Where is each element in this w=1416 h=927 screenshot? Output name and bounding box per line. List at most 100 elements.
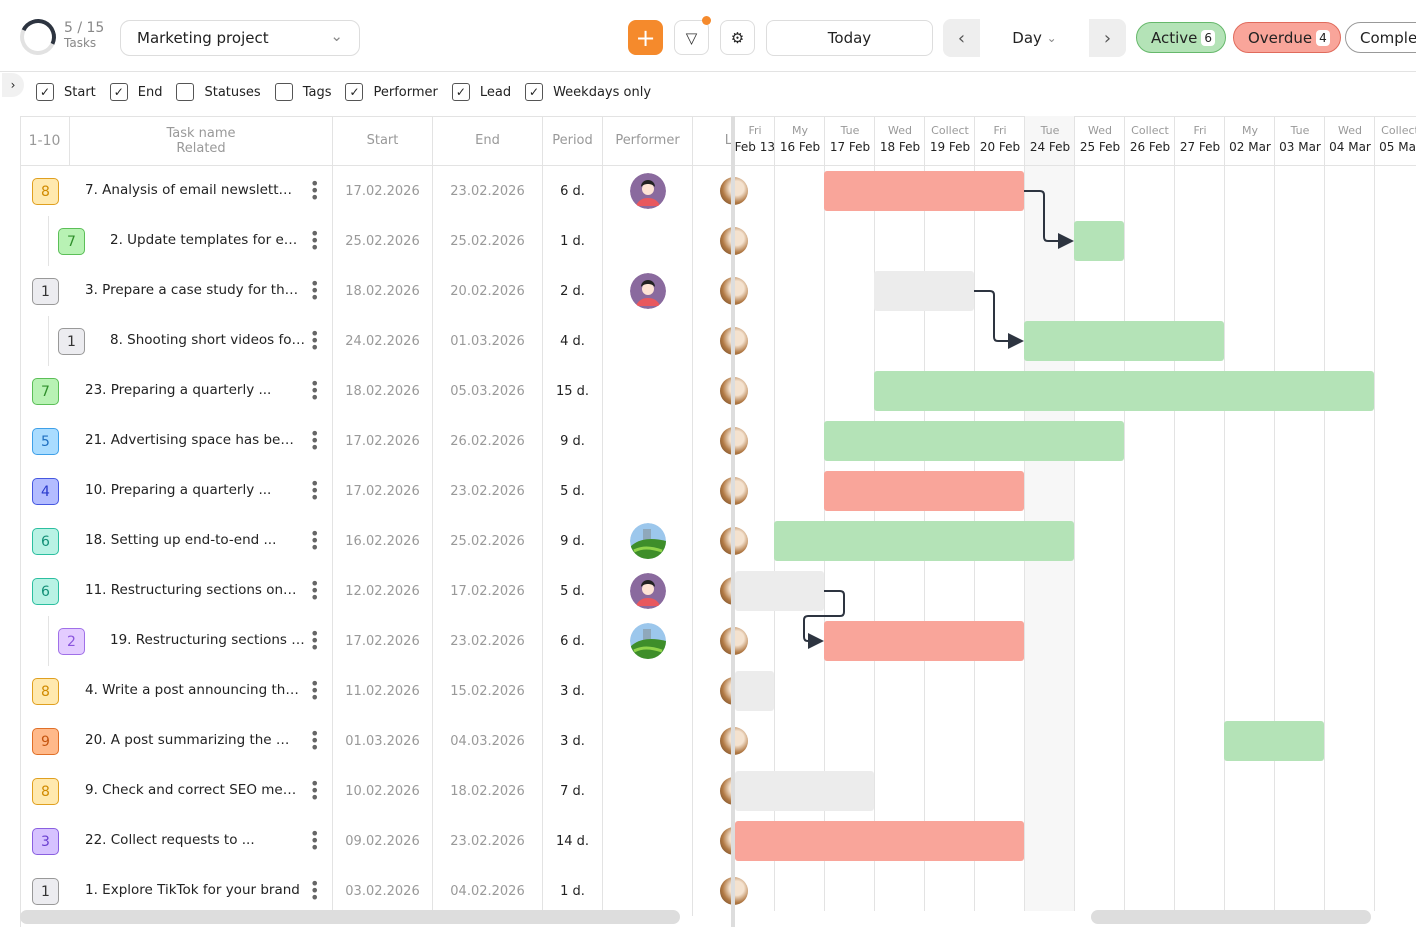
project-name: Marketing project: [137, 29, 269, 47]
gantt-bar-active[interactable]: [874, 371, 1374, 411]
project-select[interactable]: Marketing project ⌄: [120, 20, 360, 56]
filter-button[interactable]: ▽: [674, 20, 709, 55]
next-button[interactable]: ›: [1089, 19, 1126, 57]
start-date: 17.02.2026: [333, 166, 433, 216]
checkbox[interactable]: ✓: [109, 83, 128, 101]
table-row[interactable]: 4 10. Preparing a quarterly ... • • • 17.02.2…: [20, 466, 748, 516]
gantt-day-header: Collect 26 Feb: [1125, 116, 1175, 166]
gantt-bar-active[interactable]: [824, 421, 1124, 461]
gantt-bar-active[interactable]: [1074, 221, 1124, 261]
option-statuses[interactable]: Statuses: [176, 83, 261, 101]
avatar[interactable]: [629, 623, 666, 659]
option-start[interactable]: ✓ Start: [36, 83, 96, 101]
table-row[interactable]: 1 3. Prepare a case study for the ... • • • 1…: [20, 266, 748, 316]
checkbox[interactable]: [274, 83, 293, 101]
option-lead[interactable]: ✓ Lead: [451, 83, 511, 101]
gantt-bar-overdue[interactable]: [824, 171, 1024, 211]
completed-filter-pill[interactable]: Comple: [1345, 22, 1416, 53]
more-menu-icon[interactable]: • • •: [310, 374, 320, 407]
add-task-button[interactable]: +: [628, 20, 663, 55]
active-filter-pill[interactable]: Active 6: [1136, 22, 1227, 53]
more-menu-icon[interactable]: • • •: [310, 174, 320, 207]
start-date: 16.02.2026: [333, 516, 433, 566]
more-menu-icon[interactable]: • • •: [310, 624, 320, 657]
gantt-day-header: Tue 03 Mar: [1275, 116, 1325, 166]
more-menu-icon[interactable]: • • •: [310, 824, 320, 857]
day-of-week: Wed: [1088, 124, 1112, 137]
task-cell: 8 4. Write a post announcing the ... • • •: [20, 666, 333, 716]
option-performer[interactable]: ✓ Performer: [345, 83, 438, 101]
day-of-week: Tue: [1040, 124, 1060, 137]
more-menu-icon[interactable]: • • •: [310, 774, 320, 807]
view-select[interactable]: Day ⌄: [980, 19, 1089, 57]
view-label: Day: [1012, 29, 1042, 47]
checkbox[interactable]: [176, 83, 195, 101]
day-of-week: Tue: [1290, 124, 1310, 137]
gantt-bar-active[interactable]: [1224, 721, 1324, 761]
table-row[interactable]: 1 1. Explore TikTok for your brand • • • 03.0…: [20, 866, 748, 916]
gantt-bar-none[interactable]: [735, 671, 774, 711]
gantt-day-header: Fri 27 Feb: [1175, 116, 1225, 166]
split-handle[interactable]: [731, 116, 735, 927]
checkbox[interactable]: ✓: [345, 83, 364, 101]
start-header[interactable]: Start: [333, 116, 433, 166]
option-end[interactable]: ✓ End: [109, 83, 163, 101]
gantt-bar-none[interactable]: [735, 771, 874, 811]
table-row[interactable]: 611. Restructuring sections on the ...••…: [20, 566, 748, 616]
sidebar-expand-button[interactable]: ›: [2, 73, 24, 97]
column-options: ✓ Start ✓ End Statuses Tags ✓ Performer ✓ Lead ✓ We…: [36, 83, 651, 101]
gantt-scrollbar[interactable]: [1091, 910, 1371, 924]
more-menu-icon[interactable]: • • •: [310, 274, 320, 307]
day-date: 19 Feb: [929, 140, 971, 154]
table-row[interactable]: 7 2. Update templates for ema... • • • 25.02.…: [20, 216, 748, 266]
avatar[interactable]: [629, 273, 666, 309]
more-menu-icon[interactable]: • • •: [310, 874, 320, 907]
settings-button[interactable]: ⚙: [720, 20, 755, 55]
avatar[interactable]: [629, 523, 666, 559]
chevron-right-icon: ›: [10, 78, 16, 92]
gantt-bar-none[interactable]: [735, 571, 824, 611]
end-header[interactable]: End: [433, 116, 543, 166]
table-row[interactable]: 1 8. Shooting short videos for ... • • • 24.0…: [20, 316, 748, 366]
option-tags[interactable]: Tags: [274, 83, 331, 101]
table-scrollbar[interactable]: [20, 910, 680, 924]
gantt-bar-active[interactable]: [1024, 321, 1224, 361]
option-label: End: [137, 84, 163, 100]
checkbox[interactable]: ✓: [525, 83, 544, 101]
more-menu-icon[interactable]: • • •: [310, 324, 320, 357]
overdue-filter-pill[interactable]: Overdue 4: [1233, 22, 1341, 53]
more-menu-icon[interactable]: • • •: [310, 224, 320, 257]
more-menu-icon[interactable]: • • •: [310, 424, 320, 457]
gantt-bar-overdue[interactable]: [824, 621, 1024, 661]
more-menu-icon[interactable]: • • •: [310, 674, 320, 707]
more-menu-icon[interactable]: • • •: [310, 474, 320, 507]
period-header[interactable]: Period: [543, 116, 603, 166]
table-row[interactable]: 7 23. Preparing a quarterly ... • • • 18.02.2…: [20, 366, 748, 416]
today-button[interactable]: Today: [766, 20, 933, 56]
performer-cell: [603, 316, 693, 366]
task-cell: 8 9. Check and correct SEO meta ... • • •: [20, 766, 333, 816]
avatar[interactable]: [629, 173, 666, 209]
more-menu-icon[interactable]: • • •: [310, 724, 320, 757]
more-menu-icon[interactable]: • • •: [310, 574, 320, 607]
performer-header[interactable]: Performer: [603, 116, 693, 166]
table-row[interactable]: 5 21. Advertising space has been ... • • • 17…: [20, 416, 748, 466]
start-date: 18.02.2026: [333, 366, 433, 416]
task-cell: 4 10. Preparing a quarterly ... • • •: [20, 466, 333, 516]
table-row[interactable]: 2 19. Restructuring sections on ... • • • 17.…: [20, 616, 748, 666]
table-row[interactable]: 920. A post summarizing the mont...•••01…: [20, 716, 748, 766]
gantt-column: [1125, 116, 1175, 911]
day-date: 27 Feb: [1179, 140, 1221, 154]
more-menu-icon[interactable]: • • •: [310, 524, 320, 557]
priority-badge: 7: [32, 378, 59, 405]
gantt-bar-none[interactable]: [874, 271, 974, 311]
checkbox[interactable]: ✓: [36, 83, 54, 101]
option-weekdays-only[interactable]: ✓ Weekdays only: [525, 83, 651, 101]
gantt-bar-overdue[interactable]: [735, 821, 1024, 861]
prev-button[interactable]: ‹: [943, 19, 980, 57]
avatar[interactable]: [629, 573, 666, 609]
task-name-header[interactable]: Task name Related: [70, 116, 333, 166]
gantt-bar-overdue[interactable]: [824, 471, 1024, 511]
checkbox[interactable]: ✓: [451, 83, 470, 101]
gantt-bar-active[interactable]: [774, 521, 1074, 561]
